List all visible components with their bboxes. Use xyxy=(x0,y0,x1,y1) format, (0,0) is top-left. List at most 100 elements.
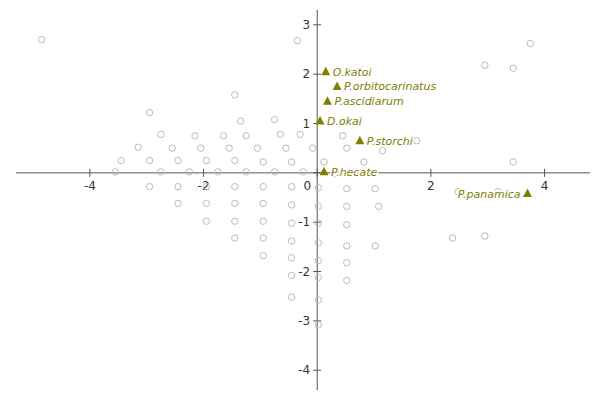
point xyxy=(192,133,198,139)
point xyxy=(158,131,164,137)
point xyxy=(344,259,350,265)
point xyxy=(372,243,378,249)
x-tick-label: 2 xyxy=(427,179,435,193)
y-tick-label: 1 xyxy=(303,117,311,131)
y-tick xyxy=(313,370,321,371)
point-label: O.katoi xyxy=(333,66,372,79)
point xyxy=(333,81,342,90)
point xyxy=(260,200,266,206)
point xyxy=(309,145,315,151)
y-tick-label: -1 xyxy=(298,215,310,229)
point xyxy=(288,238,294,244)
x-tick xyxy=(203,169,204,177)
point xyxy=(283,145,289,151)
point xyxy=(315,297,321,303)
series xyxy=(316,67,532,197)
x-tick-label: -2 xyxy=(198,179,210,193)
point xyxy=(449,235,455,241)
point xyxy=(169,145,175,151)
y-tick-label: -3 xyxy=(298,314,310,328)
point xyxy=(288,255,294,261)
point xyxy=(260,218,266,224)
point xyxy=(254,145,260,151)
x-tick xyxy=(89,169,90,177)
point xyxy=(220,133,226,139)
point xyxy=(316,116,325,125)
point xyxy=(260,159,266,165)
point xyxy=(413,138,419,144)
point xyxy=(203,218,209,224)
point xyxy=(344,277,350,283)
point xyxy=(315,322,321,328)
point xyxy=(361,159,367,165)
x-tick xyxy=(430,169,431,177)
y-axis-line xyxy=(317,10,318,390)
point-label: P.panamica xyxy=(458,188,521,201)
x-tick-label: 4 xyxy=(541,179,549,193)
point xyxy=(232,235,238,241)
point xyxy=(344,243,350,249)
y-tick xyxy=(313,24,321,25)
x-tick-label: -4 xyxy=(84,179,96,193)
point xyxy=(288,183,294,189)
point xyxy=(482,233,488,239)
point xyxy=(379,147,385,153)
point xyxy=(112,169,118,175)
point xyxy=(277,131,283,137)
y-tick-label: -2 xyxy=(298,265,310,279)
point xyxy=(323,96,332,105)
point xyxy=(340,133,346,139)
point xyxy=(158,169,164,175)
point xyxy=(215,169,221,175)
point xyxy=(510,65,516,71)
point-label: D.okai xyxy=(327,115,362,128)
point xyxy=(118,157,124,163)
point xyxy=(175,157,181,163)
point-label: P.ascidiarum xyxy=(334,95,403,108)
chart: -4-2024-4-3-2-1123O.katoiP.orbitocarinat… xyxy=(0,0,600,400)
point xyxy=(482,62,488,68)
point xyxy=(321,159,327,165)
point xyxy=(175,200,181,206)
point xyxy=(198,145,204,151)
point xyxy=(300,169,306,175)
point xyxy=(232,183,238,189)
point xyxy=(271,116,277,122)
point xyxy=(243,133,249,139)
point xyxy=(523,189,532,198)
point xyxy=(315,203,321,209)
point xyxy=(146,183,152,189)
point xyxy=(315,274,321,280)
point xyxy=(315,258,321,264)
point xyxy=(288,294,294,300)
point xyxy=(226,145,232,151)
point-label: P.storchi xyxy=(367,135,413,148)
point xyxy=(344,203,350,209)
y-tick xyxy=(313,74,321,75)
y-tick-label: -4 xyxy=(298,363,310,377)
point xyxy=(232,92,238,98)
point xyxy=(237,118,243,124)
x-tick xyxy=(544,169,545,177)
point xyxy=(186,169,192,175)
point xyxy=(527,40,533,46)
point xyxy=(288,220,294,226)
point xyxy=(297,131,303,137)
point xyxy=(315,220,321,226)
y-tick xyxy=(313,320,321,321)
point xyxy=(260,183,266,189)
y-tick xyxy=(313,172,321,173)
point xyxy=(355,136,364,145)
point xyxy=(203,157,209,163)
x-tick-label: 0 xyxy=(304,179,312,193)
point-label: P.orbitocarinatus xyxy=(344,80,436,93)
point xyxy=(260,253,266,259)
point xyxy=(288,272,294,278)
point xyxy=(232,218,238,224)
point xyxy=(146,109,152,115)
point xyxy=(146,157,152,163)
point xyxy=(344,185,350,191)
y-tick xyxy=(313,271,321,272)
marks xyxy=(38,36,533,328)
point xyxy=(135,144,141,150)
